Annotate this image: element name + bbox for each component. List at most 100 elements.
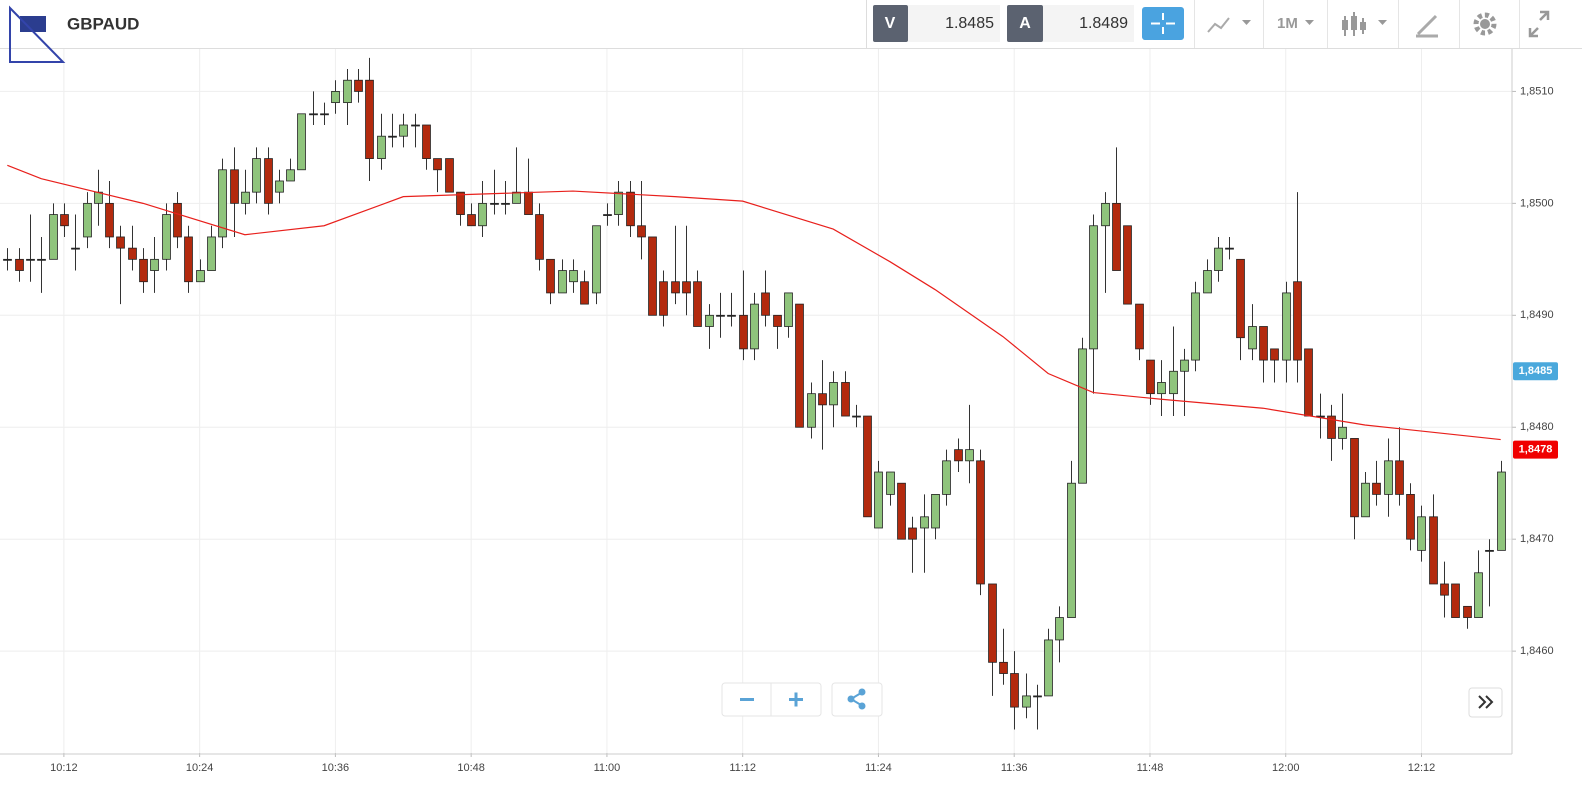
candle-body [433,158,442,171]
candle-body [252,158,261,193]
dropdown-arrow [1378,20,1387,25]
candle-body [976,460,985,585]
candle-body [784,292,793,327]
candle-body [331,91,340,104]
y-tick-label: 1,8500 [1520,197,1554,209]
candle-body [501,202,510,205]
candle-body [377,135,386,159]
candle-body [218,169,227,238]
candle-body [637,225,646,238]
ask-button[interactable] [1007,5,1043,42]
candle-body [354,79,363,92]
candle-body [116,236,125,249]
candle-body [942,460,951,495]
candle-body [546,258,555,294]
candle-body [1361,482,1370,518]
ask-label: A [1019,15,1031,32]
corner-marker [9,5,66,63]
grid [0,49,1512,753]
price-marker-label: 1,8478 [1519,444,1553,456]
candles-icon-part [1360,22,1366,30]
candle-body [841,382,850,417]
candle-body [1440,583,1449,596]
y-tick-label: 1,8510 [1520,85,1554,97]
bid-label: V [885,15,896,32]
candles-icon-part [1342,20,1348,30]
settings-icon[interactable] [1473,12,1497,36]
draw-icon[interactable] [1416,14,1438,38]
candle-body [1372,482,1381,495]
zoom-in[interactable] [789,692,803,707]
candle-body [1225,247,1234,250]
candle-body [128,247,137,260]
plot [3,57,1506,730]
candle-body [1214,247,1223,271]
candle-body [1417,516,1426,551]
candle-body [196,270,205,283]
candle-body [105,202,114,238]
candle-body [965,449,974,462]
candle-body [716,314,725,317]
candle-body [897,482,906,540]
candle-body [490,202,499,205]
timeframe[interactable]: 1M [1277,15,1298,32]
candle-body [1157,382,1166,395]
candle-body [241,191,250,204]
candle-body [3,258,12,261]
y-tick-label: 1,8460 [1520,645,1554,657]
candle-body [1384,460,1393,495]
separator [1519,0,1520,48]
moving-average [7,164,1501,441]
bid-button[interactable] [873,5,908,42]
candle-body [705,314,714,327]
separator [1263,0,1264,48]
share-button[interactable] [831,682,883,717]
candle-body [478,202,487,227]
candle-body [626,191,635,227]
x-tick-label: 10:48 [457,762,485,774]
candle-body [727,314,736,317]
bid-box [908,5,1000,42]
candle-body [773,314,782,327]
candle-body [411,124,420,127]
candle-body [26,258,35,261]
candle-body [388,135,397,138]
candle-body [886,471,895,495]
separator [1327,0,1328,48]
dropdown-arrow [1242,20,1251,25]
candle-body [445,158,454,193]
candle-body [818,393,827,406]
candle-body [988,583,997,663]
candle-body [580,281,589,305]
candle-body [682,281,691,294]
candle-body [297,113,306,171]
y-tick-label: 1,8480 [1520,421,1554,433]
chart-type-icon[interactable] [1207,17,1230,33]
candle-body [1044,639,1053,697]
candle-body [1067,482,1076,618]
x-tick-label: 11:36 [1001,762,1028,774]
fullscreen-icon[interactable] [1528,10,1550,38]
y-tick-label: 1,8490 [1520,309,1554,321]
crosshair-button[interactable] [1142,7,1184,40]
candle-body [795,303,804,428]
candle-body [286,169,295,182]
candle-body [1078,348,1087,484]
candle-body [852,415,861,418]
candle-body [1497,471,1506,551]
candle-body [71,247,80,250]
x-tick-label: 11:12 [729,762,756,774]
candle-body [456,191,465,215]
candle-body [1395,460,1404,495]
candle-body [1270,348,1279,361]
candle-body [1135,303,1144,350]
candle-body [524,191,533,215]
candle-body [1338,426,1347,439]
candle-body [1327,415,1336,439]
candle-body [671,281,680,294]
price-marker-label: 1,8485 [1519,365,1553,377]
candle-body [1191,292,1200,361]
candle-body [1259,326,1268,361]
x-tick-label: 11:48 [1137,762,1164,774]
